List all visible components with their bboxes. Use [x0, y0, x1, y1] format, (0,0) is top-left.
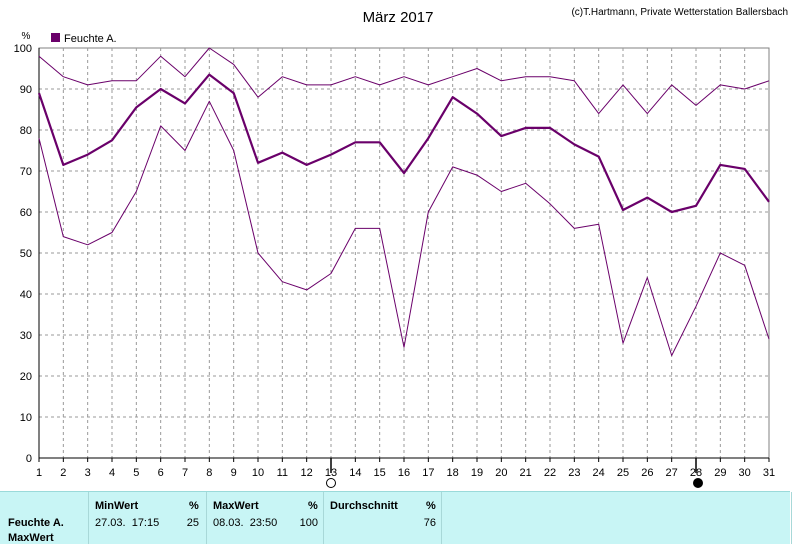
avg-column: Durchschnitt % 76: [323, 492, 442, 544]
x-tick-label: 11: [277, 467, 288, 479]
stats-row-label-max: MaxWert: [8, 532, 54, 544]
x-tick-label: 5: [133, 467, 139, 479]
x-tick-label: 16: [398, 467, 410, 479]
statistics-panel: Feuchte A. MaxWert MinWert % 27.03. 17:1…: [0, 491, 792, 544]
empty-column: [441, 492, 792, 544]
max-value: 100: [299, 517, 318, 529]
x-tick-label: 20: [495, 467, 507, 479]
avg-unit: %: [426, 500, 436, 512]
x-tick-label: 24: [593, 467, 605, 479]
x-tick-label: 31: [763, 467, 775, 479]
x-tick-label: 15: [374, 467, 386, 479]
avg-value: 76: [423, 517, 436, 529]
x-tick-label: 26: [641, 467, 653, 479]
x-tick-label: 10: [252, 467, 264, 479]
min-column: MinWert % 27.03. 17:15 25: [88, 492, 207, 544]
x-tick-label: 17: [422, 467, 434, 479]
series-line-max: [38, 47, 770, 115]
min-time: 27.03. 17:15: [95, 517, 160, 529]
x-tick-label: 29: [714, 467, 726, 479]
y-tick-label: 40: [20, 289, 32, 301]
legend-label: Feuchte A.: [64, 33, 117, 45]
y-tick-label: 20: [20, 371, 32, 383]
humidity-chart: März 2017 (c)T.Hartmann, Private Wetters…: [14, 7, 788, 488]
max-unit: %: [308, 500, 318, 512]
new-moon-icon: [326, 478, 336, 488]
x-tick-label: 21: [520, 467, 532, 479]
y-tick-label: 90: [20, 84, 32, 96]
stats-row-label: Feuchte A.: [8, 517, 64, 529]
x-tick-label: 8: [206, 467, 212, 479]
day-markers: [326, 458, 703, 488]
x-tick-label: 30: [739, 467, 751, 479]
min-unit: %: [189, 500, 199, 512]
x-tick-label: 12: [301, 467, 313, 479]
y-tick-label: 100: [14, 43, 32, 55]
max-time: 08.03. 23:50: [213, 517, 278, 529]
max-header: MaxWert: [213, 500, 259, 512]
y-tick-label: 30: [20, 330, 32, 342]
x-tick-label: 2: [60, 467, 66, 479]
x-tick-label: 27: [666, 467, 678, 479]
x-axis-ticks: 1234567891011121314151617181920212223242…: [36, 458, 775, 479]
series-line-min: [38, 100, 770, 356]
y-tick-label: 70: [20, 166, 32, 178]
x-tick-label: 23: [568, 467, 580, 479]
y-tick-label: 0: [26, 453, 32, 465]
avg-header: Durchschnitt: [330, 500, 398, 512]
x-tick-label: 14: [349, 467, 361, 479]
legend-swatch: [51, 33, 60, 42]
x-tick-label: 18: [447, 467, 459, 479]
min-header: MinWert: [95, 500, 139, 512]
y-axis-label: %: [22, 31, 31, 42]
x-tick-label: 7: [182, 467, 188, 479]
grid: [38, 47, 770, 459]
full-moon-icon: [693, 478, 703, 488]
x-tick-label: 3: [85, 467, 91, 479]
x-tick-label: 6: [158, 467, 164, 479]
x-tick-label: 1: [36, 467, 42, 479]
chart-title: März 2017: [363, 9, 434, 26]
x-tick-label: 22: [544, 467, 556, 479]
y-tick-label: 50: [20, 248, 32, 260]
x-tick-label: 4: [109, 467, 115, 479]
y-tick-label: 60: [20, 207, 32, 219]
y-axis-ticks: 0 10 20 30 40 50 60 70 80 90 100: [14, 43, 32, 465]
x-tick-label: 9: [231, 467, 237, 479]
y-tick-label: 10: [20, 412, 32, 424]
chart-credit: (c)T.Hartmann, Private Wetterstation Bal…: [571, 7, 788, 18]
y-tick-label: 80: [20, 125, 32, 137]
max-column: MaxWert % 08.03. 23:50 100: [206, 492, 324, 544]
series-line-average: [37, 73, 770, 214]
x-tick-label: 19: [471, 467, 483, 479]
series-lines: [37, 47, 770, 356]
x-tick-label: 25: [617, 467, 629, 479]
min-value: 25: [186, 517, 199, 529]
